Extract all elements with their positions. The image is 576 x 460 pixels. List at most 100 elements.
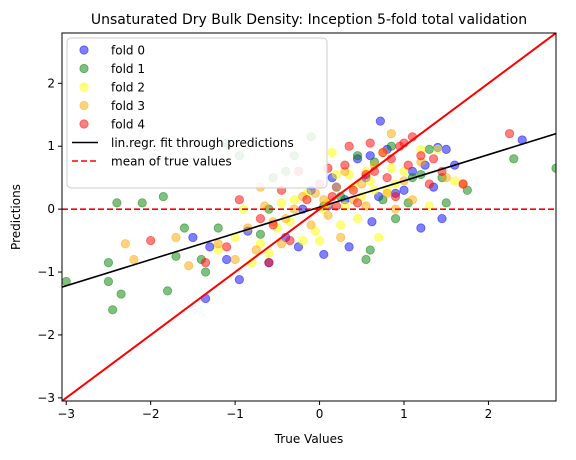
data-point <box>344 141 354 151</box>
data-point <box>108 305 118 315</box>
data-point <box>357 179 367 189</box>
identity-line <box>62 33 556 401</box>
data-point <box>184 261 194 271</box>
legend-item-mean-of-true-values: mean of true values <box>72 155 232 169</box>
plot-area <box>61 32 557 402</box>
data-point <box>386 163 396 173</box>
legend-marker <box>79 82 89 92</box>
data-point <box>205 242 215 252</box>
data-point <box>403 160 413 170</box>
data-point <box>331 182 342 192</box>
legend-label: mean of true values <box>111 155 232 169</box>
y-tick-label: 1 <box>47 139 55 153</box>
data-point <box>222 242 232 252</box>
data-point <box>361 201 371 211</box>
data-point <box>306 220 316 230</box>
data-point <box>298 235 308 246</box>
legend-item-fold-3: fold 3 <box>79 99 145 113</box>
data-point <box>222 254 232 265</box>
data-point <box>382 173 392 183</box>
series-fold-2 <box>213 144 460 268</box>
data-point <box>378 147 388 158</box>
data-point <box>260 201 270 211</box>
data-point <box>251 245 261 255</box>
data-point <box>441 144 451 154</box>
data-point <box>200 258 211 268</box>
data-point <box>365 176 375 186</box>
data-point <box>352 213 363 224</box>
data-point <box>390 213 401 224</box>
data-point <box>188 232 198 243</box>
y-axis: −3 −2 −1 0 1 2 <box>37 76 62 405</box>
data-point <box>171 232 181 243</box>
legend-item-fold-4: fold 4 <box>79 118 145 132</box>
data-point <box>162 286 173 296</box>
x-tick-label: 1 <box>400 407 408 421</box>
data-point <box>386 141 396 151</box>
data-point <box>441 173 451 183</box>
data-point <box>103 276 114 287</box>
legend-label: fold 1 <box>111 62 145 76</box>
data-point <box>158 191 168 202</box>
x-axis: −3 −2 −1 0 1 2 <box>57 401 492 421</box>
series-fold-1 <box>62 132 556 315</box>
data-point <box>319 249 329 260</box>
data-point <box>428 154 439 164</box>
data-point <box>310 188 320 199</box>
data-point <box>234 274 244 285</box>
legend-label: lin.regr. fit through predictions <box>111 136 294 150</box>
data-point <box>424 179 434 189</box>
x-tick-label: −2 <box>142 407 160 421</box>
data-point <box>112 198 122 208</box>
chart-title: Unsaturated Dry Bulk Density: Inception … <box>91 12 527 28</box>
data-point <box>340 160 350 170</box>
data-point <box>424 144 434 154</box>
data-point <box>289 195 299 205</box>
data-point <box>407 195 418 205</box>
data-point <box>276 198 287 208</box>
data-point <box>374 232 384 243</box>
data-point <box>378 195 388 205</box>
data-point <box>365 151 375 161</box>
x-tick-label: −3 <box>57 407 75 421</box>
data-point <box>352 151 363 161</box>
data-point <box>264 248 274 258</box>
data-point <box>336 232 346 243</box>
data-point <box>285 235 295 246</box>
data-point <box>331 169 342 180</box>
data-point <box>255 229 266 239</box>
data-point <box>234 195 244 205</box>
legend-label: fold 2 <box>111 81 145 95</box>
data-point <box>390 191 401 202</box>
legend-marker <box>79 100 89 111</box>
line-lin-regr-fit-through-predictions <box>62 132 556 288</box>
legend-item-fold-2: fold 2 <box>79 81 145 95</box>
data-point <box>264 258 274 268</box>
y-tick-label: −3 <box>37 391 55 405</box>
data-point <box>319 195 329 205</box>
data-point <box>276 239 287 249</box>
data-point <box>416 223 426 233</box>
data-point <box>382 188 392 199</box>
lines-layer <box>62 33 556 401</box>
data-point <box>433 144 443 154</box>
data-point <box>424 201 434 211</box>
data-point <box>458 179 468 189</box>
legend-label: fold 3 <box>111 99 145 113</box>
legend-label: fold 0 <box>111 44 145 58</box>
data-point <box>137 198 147 208</box>
data-point <box>302 195 312 205</box>
legend-marker <box>79 119 89 129</box>
y-tick-label: −1 <box>37 265 55 279</box>
data-point <box>293 242 304 252</box>
data-point <box>509 154 519 164</box>
data-point <box>146 235 156 246</box>
data-point <box>310 226 320 236</box>
legend-box <box>66 37 328 189</box>
x-axis-label: True Values <box>274 432 344 446</box>
x-tick-label: 0 <box>316 407 324 421</box>
data-point <box>367 217 377 227</box>
legend-marker <box>79 63 89 74</box>
legend-item-fold-0: fold 0 <box>79 44 145 58</box>
